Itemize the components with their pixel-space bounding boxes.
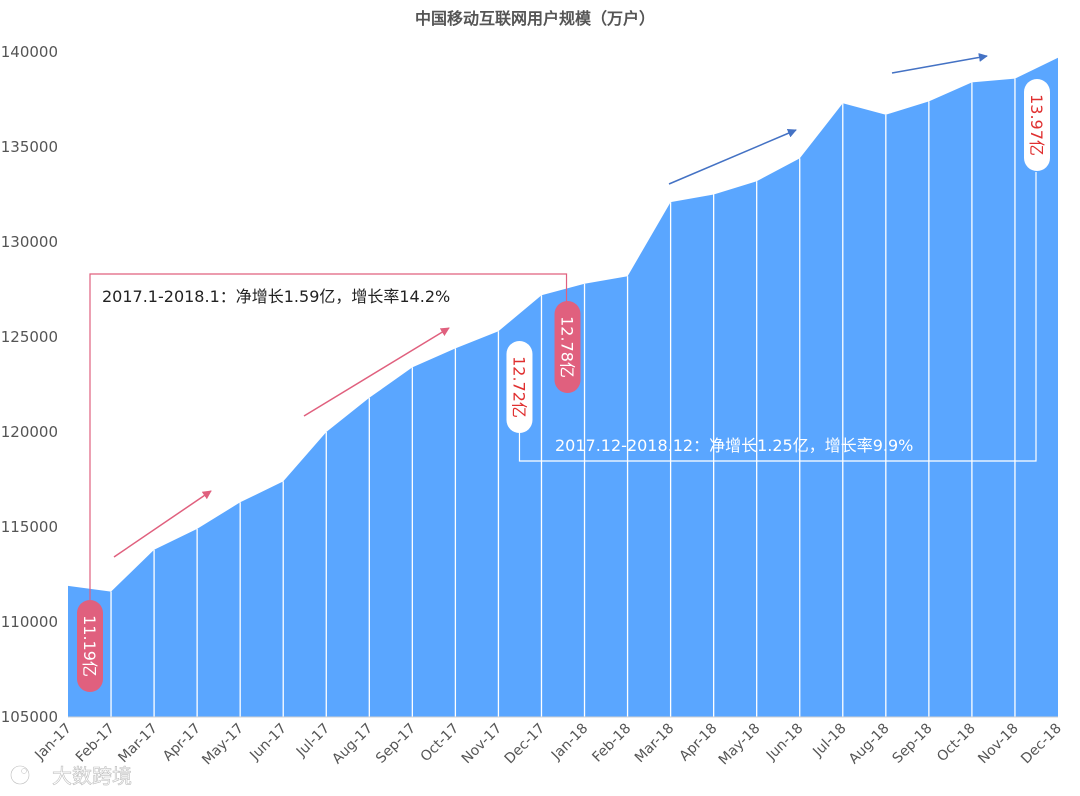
y-tick-label: 120000 <box>1 423 58 441</box>
x-tick-label: Jul-18 <box>809 721 849 761</box>
x-tick-label: Aug-18 <box>846 721 893 768</box>
value-label-dec-18: 13.97亿 <box>1024 79 1050 171</box>
value-label-text: 11.19亿 <box>80 615 99 677</box>
y-tick-label: 135000 <box>1 138 58 156</box>
growth-2017-text: 2017.1-2018.1：净增长1.59亿，增长率14.2% <box>102 287 450 306</box>
growth-2018-bracket <box>518 172 1037 462</box>
x-tick-label: Jan-17 <box>31 721 74 764</box>
growth-2018-annotation: 2017.12-2018.12：净增长1.25亿，增长率9.9% <box>518 172 1037 462</box>
x-tick-label: Nov-17 <box>459 721 506 768</box>
x-tick-label: May-17 <box>199 721 247 769</box>
trend-arrow-pink-1 <box>113 490 212 558</box>
value-labels: 11.19亿 12.72亿 12.78亿 13.97亿 <box>77 79 1050 692</box>
y-tick-label: 115000 <box>1 518 58 536</box>
x-tick-label: Jul-17 <box>293 721 333 761</box>
growth-2017-bracket <box>89 273 568 600</box>
x-tick-label: Apr-17 <box>160 721 204 765</box>
x-tick-label: Dec-18 <box>1018 721 1065 768</box>
value-label-text: 12.72亿 <box>509 356 528 418</box>
x-tick-label: Oct-18 <box>934 721 979 766</box>
x-tick-label: Jun-17 <box>246 721 290 765</box>
x-tick-label: Sep-18 <box>890 721 936 767</box>
divider-layer <box>110 78 1016 717</box>
trend-arrows <box>113 52 988 558</box>
watermark: 大数跨境 <box>9 764 132 788</box>
value-label-jan-17: 11.19亿 <box>77 600 103 692</box>
y-tick-label: 125000 <box>1 328 58 346</box>
x-tick-label: Nov-18 <box>975 721 1022 768</box>
growth-2017-annotation: 2017.1-2018.1：净增长1.59亿，增长率14.2% <box>89 273 568 600</box>
value-label-text: 13.97亿 <box>1027 94 1046 156</box>
y-tick-label: 130000 <box>1 233 58 251</box>
chart-title: 中国移动互联网用户规模（万户） <box>415 9 655 28</box>
x-tick-label: Aug-17 <box>329 721 376 768</box>
x-tick-label: Mar-17 <box>115 721 161 767</box>
x-tick-label: Oct-17 <box>418 721 463 766</box>
y-axis: 105000 110000 115000 120000 125000 130000 1350… <box>1 43 58 726</box>
trend-arrow-blue-2 <box>891 52 988 74</box>
y-tick-label: 105000 <box>1 708 58 726</box>
trend-arrow-blue-1 <box>668 129 797 185</box>
x-tick-label: Mar-18 <box>632 721 678 767</box>
x-tick-label: May-18 <box>716 721 764 769</box>
x-tick-label: Feb-18 <box>589 721 634 766</box>
x-tick-label: Feb-17 <box>73 721 118 766</box>
value-label-dec-17: 12.72亿 <box>506 341 533 433</box>
y-tick-label: 110000 <box>1 613 58 631</box>
x-tick-label: Apr-18 <box>676 721 720 765</box>
growth-2018-text: 2017.12-2018.12：净增长1.25亿，增长率9.9% <box>555 436 913 455</box>
y-tick-label: 140000 <box>1 43 58 61</box>
trend-arrow-pink-2 <box>303 327 450 417</box>
brand-logo-icon <box>9 764 31 786</box>
x-tick-label: Dec-17 <box>502 721 549 768</box>
x-tick-label: Jun-18 <box>763 721 807 765</box>
value-label-text: 12.78亿 <box>558 316 577 378</box>
x-tick-label: Sep-17 <box>373 721 419 767</box>
x-tick-label: Jan-18 <box>548 721 591 764</box>
value-label-jan-18: 12.78亿 <box>554 301 581 393</box>
watermark-text: 大数跨境 <box>52 764 132 788</box>
